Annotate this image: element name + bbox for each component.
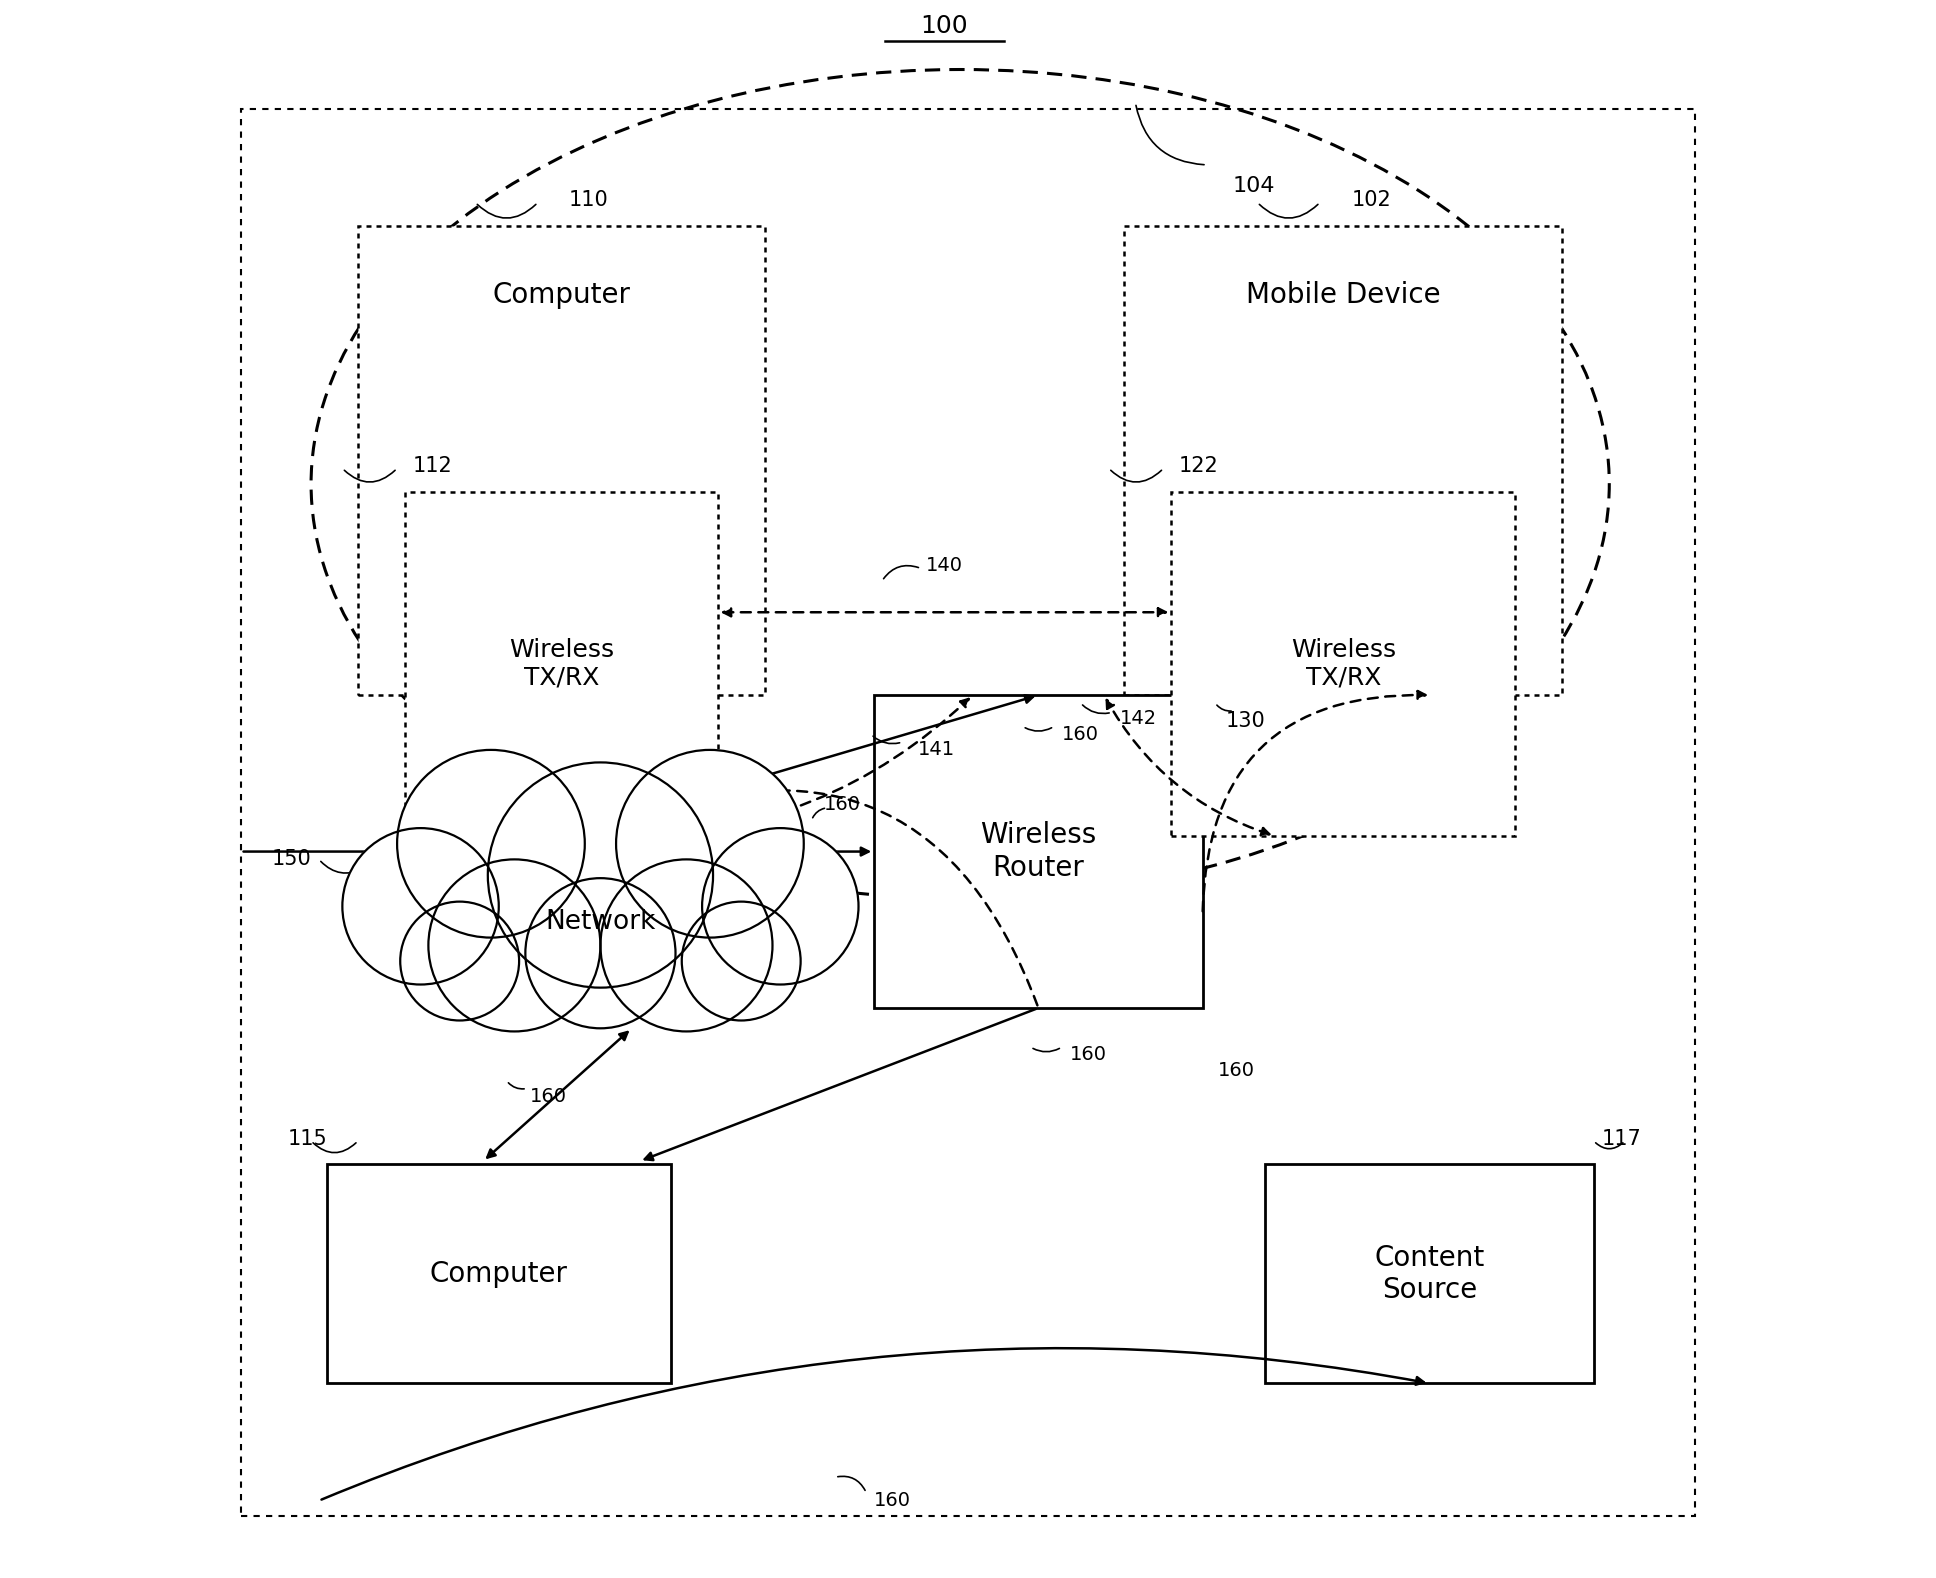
- Text: 110: 110: [569, 191, 610, 210]
- Text: 142: 142: [1119, 709, 1158, 727]
- Text: 102: 102: [1351, 191, 1390, 210]
- Circle shape: [428, 860, 600, 1032]
- FancyBboxPatch shape: [405, 492, 718, 836]
- Circle shape: [401, 901, 519, 1021]
- Text: 141: 141: [918, 740, 954, 759]
- Text: 160: 160: [1071, 1045, 1107, 1065]
- Text: 104: 104: [1233, 175, 1276, 196]
- Circle shape: [681, 901, 802, 1021]
- Text: Wireless
Router: Wireless Router: [980, 822, 1096, 882]
- Text: Computer: Computer: [430, 1259, 567, 1288]
- FancyBboxPatch shape: [1171, 492, 1516, 836]
- FancyBboxPatch shape: [1125, 226, 1562, 696]
- Circle shape: [488, 762, 712, 988]
- Text: 115: 115: [288, 1128, 327, 1149]
- Circle shape: [600, 860, 772, 1032]
- Text: 112: 112: [412, 456, 453, 477]
- Circle shape: [703, 828, 858, 985]
- Circle shape: [343, 828, 499, 985]
- Text: Content
Source: Content Source: [1375, 1243, 1485, 1303]
- Text: 160: 160: [825, 795, 862, 814]
- Text: Network: Network: [546, 909, 656, 934]
- Circle shape: [525, 877, 676, 1029]
- Circle shape: [397, 750, 585, 937]
- Text: 100: 100: [922, 14, 968, 38]
- Text: Wireless
TX/RX: Wireless TX/RX: [1291, 638, 1396, 690]
- Text: 140: 140: [925, 555, 962, 574]
- FancyBboxPatch shape: [240, 109, 1696, 1516]
- Text: Mobile Device: Mobile Device: [1247, 281, 1440, 309]
- Circle shape: [616, 750, 803, 937]
- FancyBboxPatch shape: [358, 226, 765, 696]
- Text: 160: 160: [875, 1491, 912, 1510]
- Text: Computer: Computer: [492, 281, 631, 309]
- FancyBboxPatch shape: [327, 1165, 670, 1384]
- FancyBboxPatch shape: [875, 696, 1202, 1008]
- Text: Wireless
TX/RX: Wireless TX/RX: [509, 638, 614, 690]
- Text: 150: 150: [271, 849, 312, 869]
- Text: 122: 122: [1179, 456, 1220, 477]
- Text: 117: 117: [1601, 1128, 1642, 1149]
- Text: 160: 160: [734, 888, 771, 907]
- Text: 160: 160: [1218, 1060, 1255, 1079]
- FancyBboxPatch shape: [1266, 1165, 1593, 1384]
- Text: 130: 130: [1225, 710, 1266, 731]
- Text: 160: 160: [1061, 724, 1100, 743]
- Text: 160: 160: [530, 1087, 567, 1106]
